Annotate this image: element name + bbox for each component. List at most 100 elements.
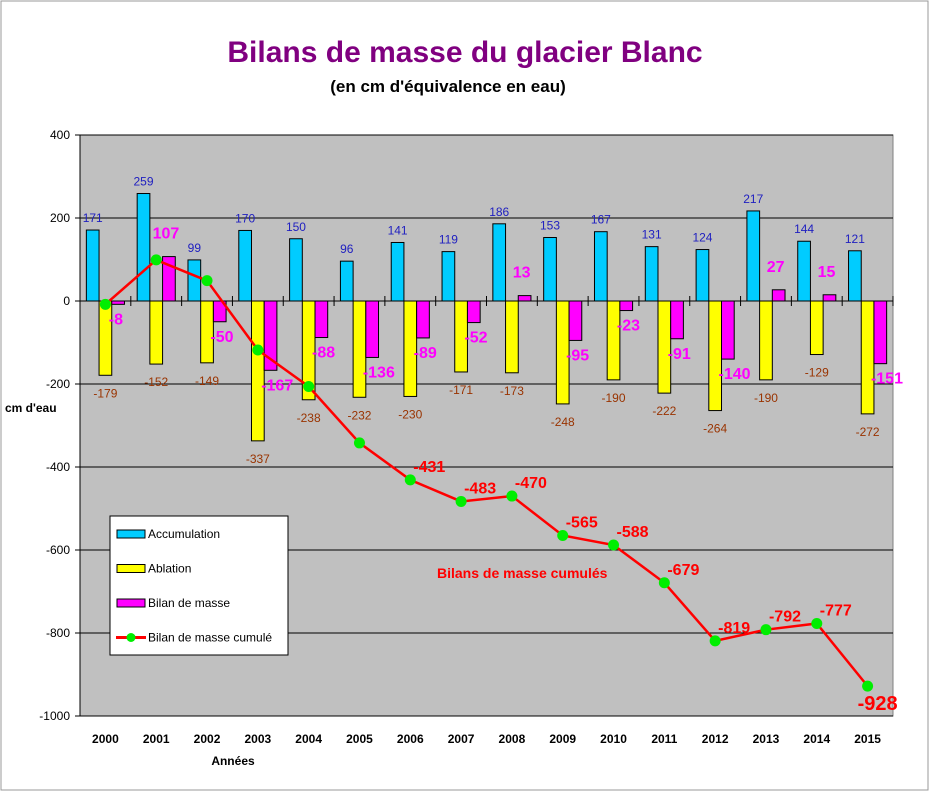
x-tick-label: 2014 bbox=[803, 732, 830, 746]
bar-accumulation bbox=[746, 210, 761, 302]
bar-bilan-de-masse bbox=[212, 300, 227, 323]
data-label: -88 bbox=[312, 345, 335, 362]
bar-accumulation bbox=[797, 240, 811, 302]
x-tick-label: 2009 bbox=[549, 732, 576, 746]
legend-swatch bbox=[116, 529, 146, 539]
bar-ablation bbox=[250, 300, 265, 442]
legend-label: Ablation bbox=[148, 562, 191, 576]
bar-ablation bbox=[809, 300, 824, 356]
y-tick-label: 0 bbox=[63, 294, 70, 308]
legend-label: Bilan de masse cumulé bbox=[148, 631, 272, 645]
bar-accumulation bbox=[441, 251, 456, 302]
data-label: 170 bbox=[235, 211, 255, 225]
cumulative-point bbox=[709, 635, 721, 647]
data-label: -50 bbox=[210, 329, 233, 346]
bar-bilan-de-masse bbox=[873, 300, 888, 365]
cumulative-line bbox=[104, 258, 869, 687]
data-label: -129 bbox=[805, 366, 829, 380]
data-label: 121 bbox=[845, 232, 865, 246]
bar-ablation bbox=[759, 300, 773, 381]
data-label: -167 bbox=[261, 377, 293, 394]
cumulative-point bbox=[658, 577, 670, 589]
legend-swatch bbox=[116, 564, 146, 573]
y-tick-label: 200 bbox=[50, 211, 70, 225]
data-label: -171 bbox=[449, 383, 473, 397]
data-label: -190 bbox=[602, 391, 626, 405]
bar-bilan-de-masse bbox=[365, 300, 380, 358]
bar-accumulation bbox=[289, 238, 303, 302]
cumulative-label: -792 bbox=[769, 609, 801, 626]
cumulative-point bbox=[150, 254, 162, 266]
cumulative-point bbox=[862, 680, 874, 692]
legend-swatch bbox=[116, 598, 146, 608]
bar-bilan-de-masse bbox=[568, 300, 583, 341]
y-tick-label: 400 bbox=[50, 128, 70, 142]
x-tick-label: 2003 bbox=[244, 732, 271, 746]
x-tick-label: 2004 bbox=[295, 732, 322, 746]
x-tick-label: 2013 bbox=[753, 732, 780, 746]
data-label: -95 bbox=[566, 347, 589, 364]
bar-ablation bbox=[657, 300, 672, 394]
data-label: 259 bbox=[134, 175, 154, 189]
data-label: 171 bbox=[83, 211, 103, 225]
data-label: 153 bbox=[540, 219, 560, 233]
cumulative-point bbox=[455, 495, 467, 507]
chart-title: Bilans de masse du glacier Blanc bbox=[227, 36, 702, 69]
data-label: -89 bbox=[414, 345, 437, 362]
data-label: 124 bbox=[692, 231, 712, 245]
y-tick-label: -200 bbox=[46, 377, 70, 391]
bar-ablation bbox=[454, 300, 468, 373]
bar-ablation bbox=[352, 300, 367, 398]
data-label: -8 bbox=[109, 311, 123, 328]
bar-bilan-de-masse bbox=[771, 289, 786, 302]
data-label: -152 bbox=[144, 375, 168, 389]
y-axis-label: cm d'eau bbox=[5, 401, 57, 415]
data-label: -264 bbox=[703, 422, 727, 436]
data-label: -151 bbox=[871, 371, 903, 388]
cumulative-point bbox=[404, 474, 416, 486]
bar-bilan-de-masse bbox=[466, 300, 481, 324]
y-tick-label: -800 bbox=[46, 626, 70, 640]
bar-accumulation bbox=[695, 249, 710, 302]
data-label: -52 bbox=[464, 330, 487, 347]
cumulative-label: -777 bbox=[820, 602, 852, 619]
data-label: -337 bbox=[246, 452, 270, 466]
bar-ablation bbox=[606, 300, 621, 381]
data-label: -238 bbox=[297, 411, 321, 425]
bar-bilan-de-masse bbox=[670, 300, 684, 340]
bar-bilan-de-masse bbox=[721, 300, 735, 360]
cumulative-point bbox=[353, 437, 365, 449]
bar-bilan-de-masse bbox=[619, 300, 634, 312]
cumulative-label: -470 bbox=[515, 475, 547, 492]
x-tick-label: 2002 bbox=[194, 732, 221, 746]
cumulative-point bbox=[303, 380, 315, 392]
x-tick-label: 2001 bbox=[143, 732, 170, 746]
cumulative-label: -819 bbox=[718, 620, 750, 637]
data-label: -91 bbox=[668, 346, 691, 363]
x-axis-label: Années bbox=[211, 754, 255, 768]
data-label: 119 bbox=[439, 233, 458, 247]
legend-label: Accumulation bbox=[148, 527, 220, 541]
bar-ablation bbox=[149, 300, 164, 365]
bar-bilan-de-masse bbox=[111, 300, 125, 305]
legend bbox=[109, 515, 289, 656]
x-tick-label: 2005 bbox=[346, 732, 373, 746]
data-label: -272 bbox=[856, 425, 880, 439]
cumulative-label: -431 bbox=[413, 459, 445, 476]
bar-accumulation bbox=[593, 231, 608, 302]
data-label: -179 bbox=[93, 386, 117, 400]
chart-subtitle: (en cm d'équivalence en eau) bbox=[330, 77, 566, 96]
x-tick-label: 2007 bbox=[448, 732, 475, 746]
cumulative-point bbox=[760, 624, 772, 636]
y-tick-label: -400 bbox=[46, 460, 70, 474]
data-label: 150 bbox=[286, 220, 306, 234]
data-label: 217 bbox=[743, 192, 763, 206]
bar-accumulation bbox=[136, 193, 151, 302]
x-tick-label: 2006 bbox=[397, 732, 424, 746]
data-label: 107 bbox=[153, 226, 180, 243]
data-label: -232 bbox=[347, 408, 371, 422]
cumulative-annotation: Bilans de masse cumulés bbox=[437, 565, 608, 581]
bar-bilan-de-masse bbox=[314, 300, 329, 339]
bar-ablation bbox=[708, 300, 723, 412]
